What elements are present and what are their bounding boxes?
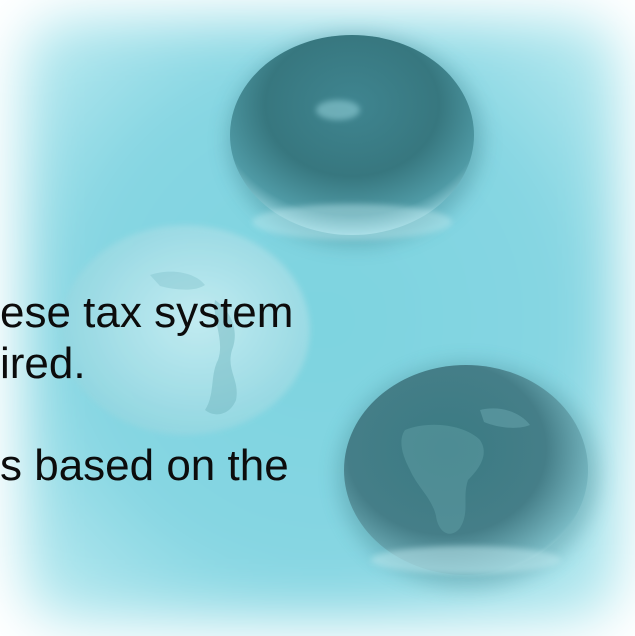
body-text-line-1: ese tax system xyxy=(0,288,294,337)
globe-icon xyxy=(60,225,310,435)
globe-icon xyxy=(228,35,482,245)
globe-icon xyxy=(338,363,598,587)
body-text-line-2: ired. xyxy=(0,339,86,388)
body-text-line-3: s based on the xyxy=(0,441,289,490)
